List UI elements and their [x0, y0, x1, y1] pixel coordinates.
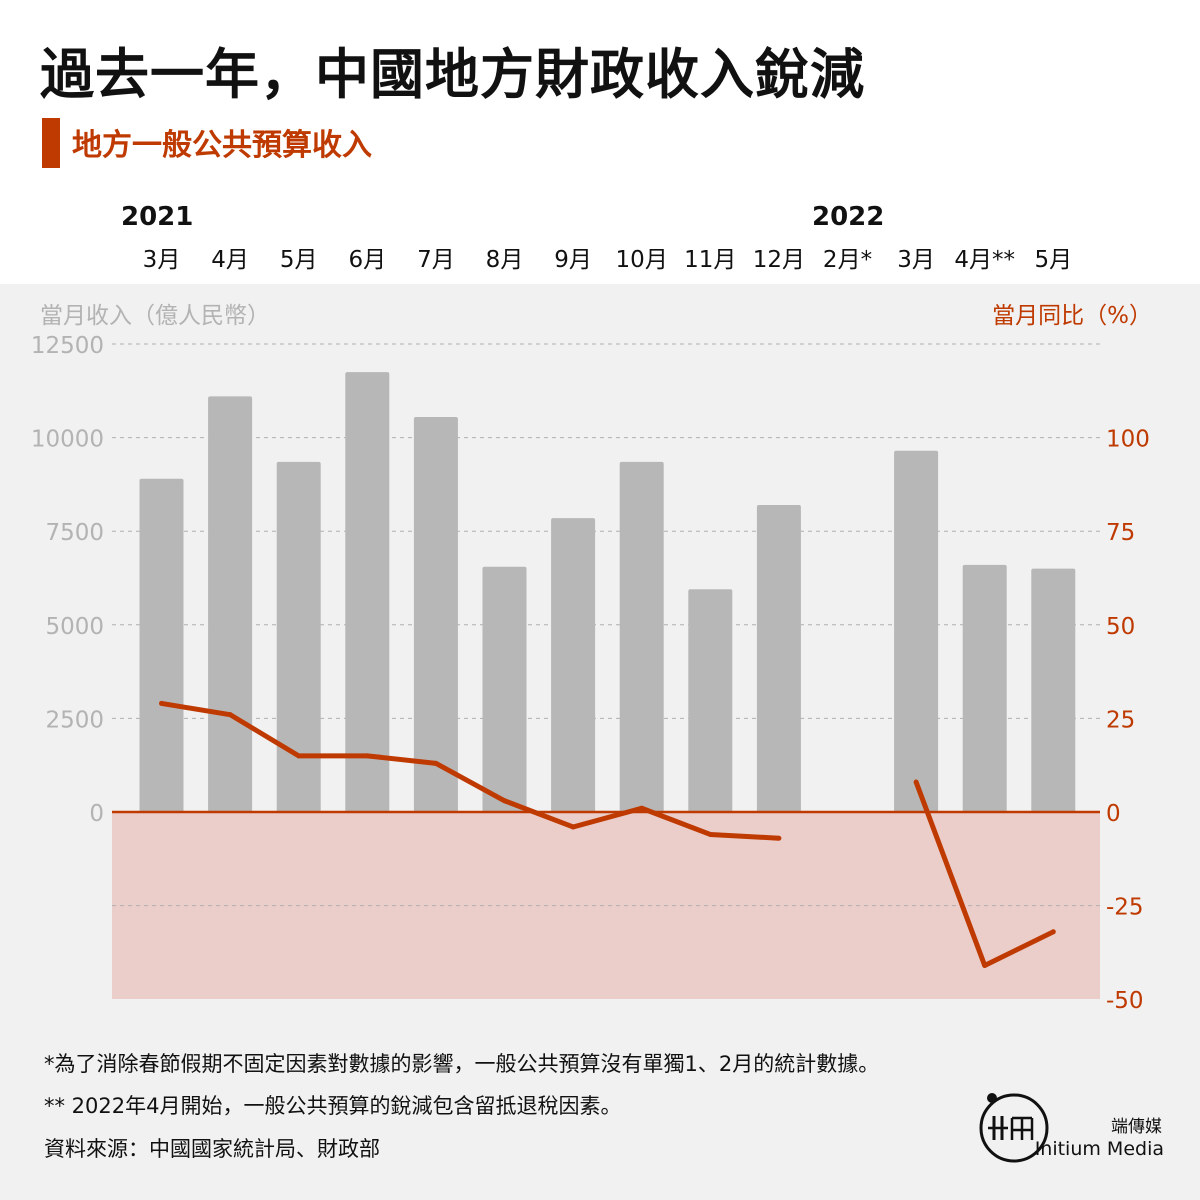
negative-zone [112, 812, 1100, 999]
yoy-line [161, 700, 780, 841]
bar [551, 518, 596, 812]
yoy-point [1050, 929, 1056, 935]
yoy-point [639, 805, 645, 811]
yoy-point [433, 760, 439, 766]
bar [482, 566, 527, 812]
yoy-point [776, 835, 782, 841]
month-band [0, 188, 1200, 284]
source-note: 資料來源：中國國家統計局、財政部 [44, 1137, 380, 1161]
bar [962, 564, 1007, 812]
yoy-point [364, 753, 370, 759]
chart-subtitle: 地方一般公共預算收入 [72, 128, 372, 163]
month-label: 3月 [142, 247, 181, 273]
footnote-2: ** 2022年4月開始，一般公共預算的銳減包含留抵退稅因素。 [44, 1094, 622, 1118]
yoy-point [502, 798, 507, 804]
initium-logo-icon [979, 1093, 1049, 1163]
brand-name-en: Initium Media [1034, 1138, 1164, 1160]
month-label: 2月* [822, 247, 873, 273]
left-tick-label: 7500 [45, 520, 104, 546]
right-tick-label: 25 [1106, 707, 1135, 733]
left-tick-label: 0 [89, 801, 104, 827]
month-label: 11月 [684, 247, 737, 273]
header-band [0, 0, 1200, 188]
year-label-2021: 2021 [121, 202, 194, 232]
yoy-point [296, 753, 302, 759]
bar [139, 478, 184, 812]
bar [1031, 568, 1076, 812]
right-tick-label: -50 [1106, 988, 1144, 1014]
subtitle-accent-bar [42, 118, 60, 168]
month-label: 5月 [279, 247, 318, 273]
right-tick-label: -25 [1106, 895, 1144, 921]
month-label: 5月 [1034, 247, 1073, 273]
year-label-2022: 2022 [812, 202, 885, 232]
footnote-1: *為了消除春節假期不固定因素對數據的影響，一般公共預算沒有單獨1、2月的統計數據… [44, 1052, 880, 1076]
bar [619, 461, 664, 812]
month-label: 4月 [211, 247, 249, 273]
bar [345, 372, 390, 812]
month-label: 8月 [485, 247, 524, 273]
left-axis-title: 當月收入（億人民幣） [40, 303, 270, 329]
month-label: 3月 [897, 247, 935, 273]
left-tick-label: 10000 [31, 427, 104, 453]
left-tick-label: 12500 [31, 333, 104, 359]
month-label: 6月 [348, 247, 387, 273]
right-tick-label: 75 [1106, 520, 1135, 546]
yoy-point [570, 824, 576, 830]
month-label: 9月 [554, 247, 592, 273]
month-label: 10月 [615, 247, 668, 273]
bar [413, 417, 458, 812]
month-label: 12月 [752, 247, 806, 273]
yoy-point [707, 831, 713, 837]
left-tick-label: 5000 [45, 614, 104, 640]
yoy-point [982, 963, 988, 969]
month-label: 4月** [954, 247, 1016, 273]
right-tick-label: 0 [1106, 801, 1121, 827]
bar [208, 396, 253, 812]
right-tick-label: 100 [1106, 427, 1150, 453]
month-label: 7月 [417, 247, 455, 273]
bar [276, 461, 321, 812]
left-tick-label: 2500 [45, 707, 104, 733]
bar [688, 589, 733, 812]
bar [894, 450, 939, 812]
bar [756, 504, 801, 812]
yoy-point [913, 779, 919, 785]
yoy-point [227, 712, 233, 718]
right-axis-title: 當月同比（%） [992, 303, 1152, 329]
right-tick-label: 50 [1106, 614, 1135, 640]
yoy-point [159, 700, 164, 706]
brand-name-cn: 端傳媒 [1111, 1117, 1162, 1137]
page-title: 過去一年，中國地方財政收入銳減 [40, 43, 865, 106]
